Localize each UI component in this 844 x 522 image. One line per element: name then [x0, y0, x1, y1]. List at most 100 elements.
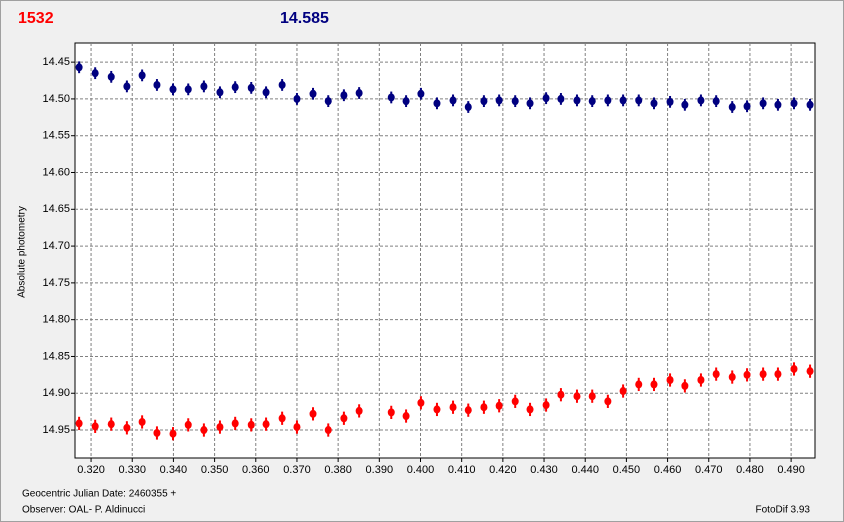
data-point [231, 419, 239, 428]
data-point [169, 429, 177, 438]
y-tick-label: 14.80 [42, 314, 70, 326]
data-point [278, 80, 286, 89]
y-tick-label: 14.90 [42, 387, 70, 399]
x-tick-label: 0.390 [366, 464, 394, 476]
data-point [464, 406, 472, 415]
comparison-magnitude: 14.585 [280, 10, 329, 27]
data-point [712, 370, 720, 379]
data-point [309, 409, 317, 418]
software: FotoDif 3.93 [756, 505, 811, 516]
data-point [278, 414, 286, 423]
data-point [324, 97, 332, 106]
data-point [123, 423, 131, 432]
data-point [309, 89, 317, 98]
x-tick-label: 0.450 [613, 464, 641, 476]
data-point [138, 417, 146, 426]
data-point [75, 63, 83, 72]
y-tick-label: 14.70 [42, 240, 70, 252]
x-tick-label: 0.490 [777, 464, 805, 476]
data-point [324, 426, 332, 435]
data-point [588, 392, 596, 401]
data-point [790, 364, 798, 373]
data-point [184, 420, 192, 429]
x-tick-label: 0.380 [324, 464, 352, 476]
data-point [526, 99, 534, 108]
data-point [712, 97, 720, 106]
data-point [91, 69, 99, 78]
data-point [666, 376, 674, 385]
data-point [169, 85, 177, 94]
x-tick-label: 0.350 [201, 464, 229, 476]
data-point [216, 423, 224, 432]
data-point [511, 97, 519, 106]
data-point [387, 408, 395, 417]
y-tick-label: 14.50 [42, 93, 70, 105]
data-point [340, 414, 348, 423]
data-point [573, 96, 581, 105]
x-tick-label: 0.480 [736, 464, 764, 476]
data-point [728, 373, 736, 382]
x-tick-label: 0.460 [654, 464, 682, 476]
data-point [433, 405, 441, 414]
data-point [340, 91, 348, 100]
data-point [495, 401, 503, 410]
x-tick-label: 0.320 [77, 464, 105, 476]
data-point [495, 96, 503, 105]
observer: Observer: OAL- P. Aldinucci [22, 505, 145, 516]
x-tick-label: 0.410 [448, 464, 476, 476]
data-point [247, 420, 255, 429]
data-point [107, 72, 115, 81]
data-point [681, 381, 689, 390]
marks [75, 61, 814, 441]
data-point [355, 89, 363, 98]
data-point [480, 97, 488, 106]
x-tick-label: 0.360 [242, 464, 270, 476]
data-point [774, 370, 782, 379]
data-point [417, 398, 425, 407]
data-point [293, 94, 301, 103]
data-point [604, 96, 612, 105]
data-point [262, 420, 270, 429]
data-point [262, 88, 270, 97]
object-name: 1532 [18, 10, 54, 27]
data-point [774, 100, 782, 109]
data-point [216, 88, 224, 97]
data-point [743, 102, 751, 111]
data-point [557, 390, 565, 399]
data-point [650, 99, 658, 108]
data-point [355, 406, 363, 415]
data-point [526, 405, 534, 414]
data-point [697, 96, 705, 105]
x-axis-label: Geocentric Julian Date: 2460355 + [22, 489, 176, 500]
data-point [743, 370, 751, 379]
grid [71, 43, 815, 462]
data-point [681, 100, 689, 109]
data-point [790, 99, 798, 108]
data-point [91, 422, 99, 431]
y-tick-label: 14.55 [42, 130, 70, 142]
x-tick-label: 0.470 [695, 464, 723, 476]
data-point [200, 82, 208, 91]
data-point [511, 397, 519, 406]
data-point [402, 412, 410, 421]
data-point [123, 82, 131, 91]
data-point [449, 403, 457, 412]
data-point [433, 99, 441, 108]
x-tick-label: 0.440 [571, 464, 599, 476]
data-point [247, 83, 255, 92]
data-point [573, 392, 581, 401]
y-tick-label: 14.65 [42, 203, 70, 215]
y-tick-label: 14.45 [42, 56, 70, 68]
data-point [635, 96, 643, 105]
data-point [107, 420, 115, 429]
x-tick-label: 0.330 [118, 464, 146, 476]
data-point [604, 397, 612, 406]
x-tick-label: 0.370 [283, 464, 311, 476]
data-point [759, 99, 767, 108]
data-point [153, 80, 161, 89]
data-point [806, 367, 814, 376]
y-axis-label: Absolute photometry [17, 206, 28, 298]
data-point [184, 85, 192, 94]
y-tick-label: 14.85 [42, 350, 70, 362]
